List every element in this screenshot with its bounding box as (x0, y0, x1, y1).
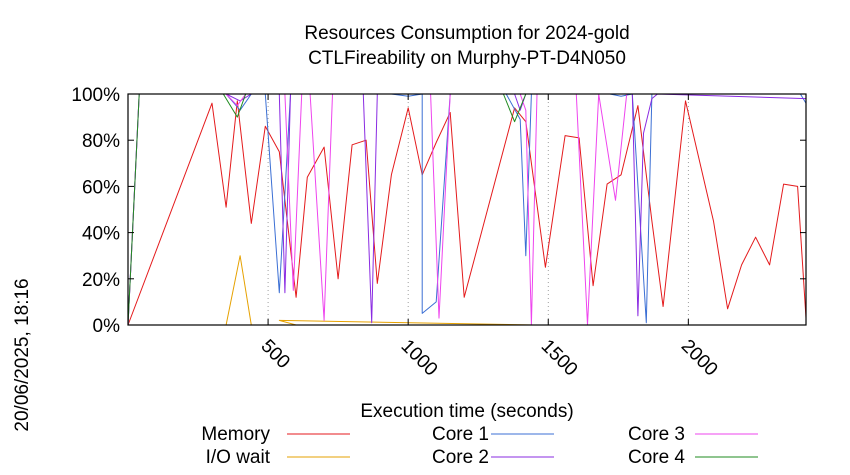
chart-subtitle: CTLFireability on Murphy-PT-D4N050 (308, 48, 626, 69)
series-line-core-3 (127, 93, 806, 326)
series-line-i-o-wait (128, 255, 535, 326)
y-tick-label: 60% (82, 177, 120, 198)
x-axis-label: Execution time (seconds) (360, 401, 573, 422)
series-line-core-1 (127, 93, 807, 326)
x-tick-label: 500 (257, 336, 294, 373)
x-tick-label: 1500 (537, 336, 582, 381)
series-layer (127, 93, 807, 326)
y-tick-label: 0% (93, 316, 121, 337)
legend-label-memory: Memory (201, 424, 270, 445)
x-axis: 500 1000 1500 2000 (257, 94, 722, 380)
plot-area: 0% 20% 40% 60% 80% 100% 500 1000 1500 2000 (71, 85, 807, 380)
y-axis: 0% 20% 40% 60% 80% 100% (71, 85, 806, 337)
y-tick-label: 100% (71, 85, 120, 106)
x-tick-label: 1000 (397, 336, 442, 381)
legend-label-i-o-wait: I/O wait (206, 447, 271, 468)
plot-frame (127, 93, 807, 326)
series-line-memory (127, 100, 807, 326)
y-tick-label: 40% (82, 224, 120, 245)
legend-label-core-2: Core 2 (432, 447, 489, 468)
series-line-core-4 (127, 93, 806, 326)
y-tick-label: 80% (82, 131, 120, 152)
chart-title: Resources Consumption for 2024-gold (304, 23, 629, 44)
y-tick-label: 20% (82, 270, 120, 291)
timestamp-label: 20/06/2025, 18:16 (12, 278, 33, 431)
legend-label-core-3: Core 3 (628, 424, 685, 445)
series-line-core-2 (127, 93, 807, 326)
legend-label-core-1: Core 1 (432, 424, 489, 445)
x-tick-label: 2000 (677, 336, 722, 381)
legend-label-core-4: Core 4 (628, 447, 685, 468)
grid (267, 94, 689, 325)
